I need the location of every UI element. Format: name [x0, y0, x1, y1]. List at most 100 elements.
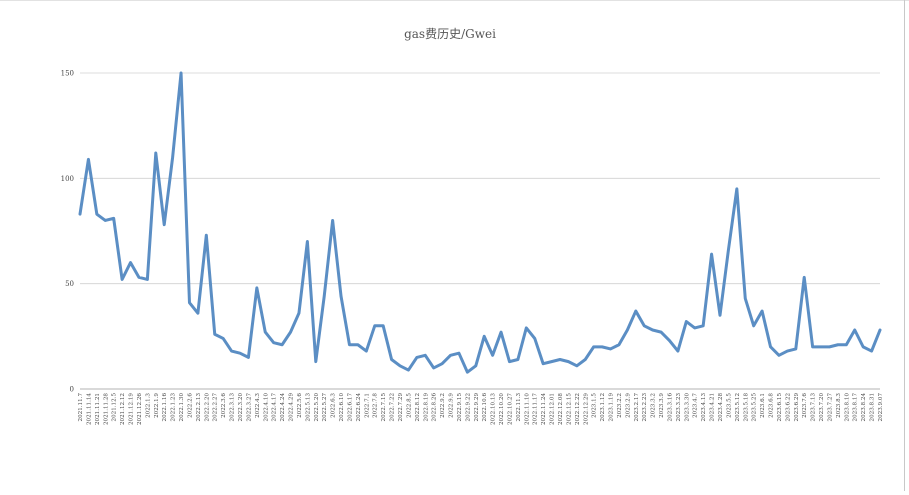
x-tick-label: 2022.2.27 — [213, 393, 219, 422]
x-tick-label: 2022.3.13 — [230, 393, 236, 422]
data-point — [154, 151, 157, 155]
data-point — [819, 345, 823, 349]
x-tick-label: 2021.11.28 — [103, 393, 109, 425]
data-point — [213, 333, 216, 336]
x-tick-label: 2022.7.8 — [373, 393, 379, 418]
data-point — [171, 156, 174, 159]
data-point — [146, 278, 149, 281]
data-point — [600, 345, 604, 349]
x-tick-label: 2023.2.2 — [617, 393, 623, 418]
x-tick-label: 2022.7.15 — [381, 393, 387, 422]
x-tick-label: 2022.7.22 — [390, 393, 396, 422]
data-point — [794, 347, 797, 351]
x-tick-label: 2022.1.3 — [145, 393, 151, 418]
data-point — [760, 309, 764, 313]
x-tick-label: 2023.9.07 — [878, 393, 884, 422]
data-point — [685, 320, 688, 323]
x-tick-label: 2023.6.15 — [777, 393, 783, 422]
data-point — [348, 343, 351, 346]
data-point — [255, 286, 259, 290]
x-tick-label: 2021.11.21 — [95, 393, 101, 425]
data-point — [466, 370, 469, 374]
data-point — [676, 349, 680, 353]
page-right-border — [904, 0, 905, 491]
data-point — [331, 219, 334, 222]
x-tick-label: 2023.3.2 — [651, 393, 657, 418]
y-tick-label: 150 — [61, 70, 74, 78]
x-tick-label: 2021.12.5 — [112, 393, 118, 422]
x-tick-label: 2023.2.9 — [625, 393, 631, 418]
data-point — [373, 324, 376, 327]
data-point — [752, 324, 755, 327]
data-point — [381, 324, 385, 327]
grid-lines — [80, 72, 880, 390]
x-tick-label: 2023.7.27 — [827, 393, 833, 422]
x-tick-label: 2023.5.25 — [752, 393, 758, 422]
x-tick-label: 2023.3.23 — [676, 393, 682, 422]
x-tick-label: 2022.11.17 — [533, 393, 539, 425]
x-tick-label: 2023.7.13 — [811, 393, 817, 422]
x-tick-label: 2022.9.2 — [440, 393, 446, 418]
data-point — [836, 343, 840, 346]
data-point — [137, 276, 141, 279]
data-point — [440, 362, 444, 365]
x-tick-label: 2022.4.17 — [272, 393, 278, 422]
data-point — [129, 261, 132, 264]
data-point — [701, 324, 705, 327]
x-tick-label: 2022.11.3 — [516, 393, 522, 422]
data-point — [592, 345, 595, 349]
x-tick-label: 2022.3.27 — [246, 393, 252, 422]
data-point — [786, 349, 789, 353]
x-tick-label: 2022.10.27 — [507, 393, 513, 425]
data-point — [533, 337, 536, 340]
x-tick-label: 2021.12.12 — [120, 393, 126, 425]
x-tick-label: 2023.6.8 — [769, 393, 775, 418]
x-tick-label: 2021.12.26 — [137, 393, 143, 425]
x-tick-label: 2023.6.29 — [794, 393, 800, 422]
data-point — [297, 311, 301, 315]
x-tick-label: 2022.9.15 — [457, 393, 463, 422]
data-point — [845, 343, 848, 346]
data-point — [541, 362, 545, 365]
data-point — [314, 360, 317, 363]
x-tick-label: 2023.2.17 — [634, 393, 640, 422]
data-point — [727, 248, 730, 252]
data-point — [508, 360, 511, 363]
data-point — [365, 349, 368, 353]
x-tick-label: 2022.2.20 — [204, 393, 210, 422]
data-point — [432, 366, 435, 370]
data-point — [550, 360, 553, 363]
series-layer — [78, 71, 882, 374]
x-tick-label: 2023.5.18 — [743, 393, 749, 422]
x-tick-label: 2022.11.10 — [524, 393, 530, 425]
x-tick-label: 2022.7.29 — [398, 393, 404, 422]
x-tick-label: 2022.5.27 — [322, 393, 328, 422]
data-point — [247, 356, 250, 359]
x-tick-label: 2023.4.21 — [710, 393, 716, 421]
series-line — [78, 71, 882, 374]
data-point — [95, 212, 99, 216]
data-point — [626, 328, 629, 332]
x-tick-label: 2023.8.31 — [870, 393, 876, 421]
data-point — [272, 341, 275, 344]
x-tick-label: 2022.8.26 — [432, 393, 438, 422]
data-point — [280, 343, 284, 346]
data-point — [87, 158, 90, 161]
x-tick-label: 2022.4.24 — [280, 393, 286, 422]
data-point — [306, 240, 309, 243]
x-tick-label: 2022.3.6 — [221, 393, 227, 418]
x-tick-label: 2023.1.5 — [592, 393, 598, 418]
page-top-border — [0, 0, 909, 1]
data-point — [491, 354, 494, 357]
x-axis-ticks: 2021.11.7 2021.11.14 2021.11.21 2021.11.28 2… — [78, 393, 884, 425]
x-tick-label: 2023.6.1 — [760, 393, 766, 418]
x-tick-label: 2022.10.6 — [482, 393, 488, 422]
data-point — [104, 219, 107, 222]
x-tick-label: 2022.2.13 — [196, 393, 202, 422]
x-tick-label: 2022.6.3 — [331, 393, 337, 418]
x-tick-label: 2023.4.13 — [701, 393, 707, 422]
data-point — [449, 354, 452, 357]
x-tick-label: 2022.10.20 — [499, 393, 505, 425]
x-tick-label: 2022.5.13 — [305, 393, 311, 422]
x-tick-label: 2022.2.6 — [187, 393, 193, 418]
